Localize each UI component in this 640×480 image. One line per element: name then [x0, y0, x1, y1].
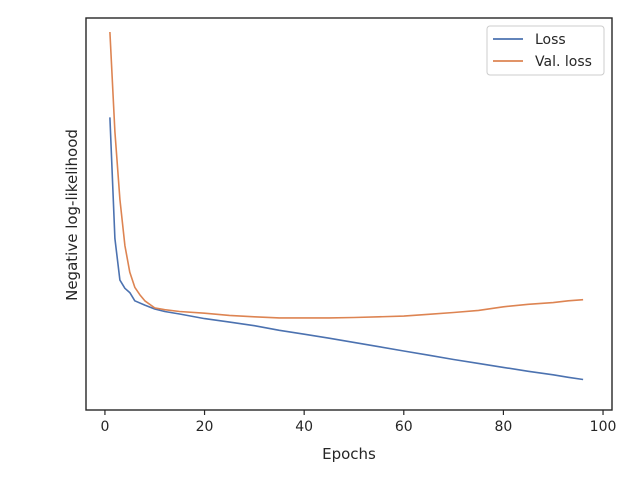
x-tick-label: 60	[395, 419, 413, 435]
axes-frame	[85, 17, 613, 411]
x-axis: 0 20 40 60 80 100	[100, 410, 616, 435]
series-line-loss	[109, 117, 584, 381]
x-tick-label: 0	[100, 419, 109, 435]
legend: Loss Val. loss	[486, 25, 605, 76]
series-line-val-loss	[109, 31, 584, 319]
legend-label: Val. loss	[535, 54, 592, 70]
legend-label: Loss	[535, 32, 566, 48]
series-layer	[109, 31, 584, 381]
x-tick-label: 40	[295, 419, 313, 435]
x-tick-label: 100	[590, 419, 617, 435]
y-axis-title: Negative log-likelihood	[63, 129, 81, 301]
x-axis-title: Epochs	[322, 445, 376, 463]
x-tick-label: 20	[196, 419, 214, 435]
x-tick-label: 80	[494, 419, 512, 435]
